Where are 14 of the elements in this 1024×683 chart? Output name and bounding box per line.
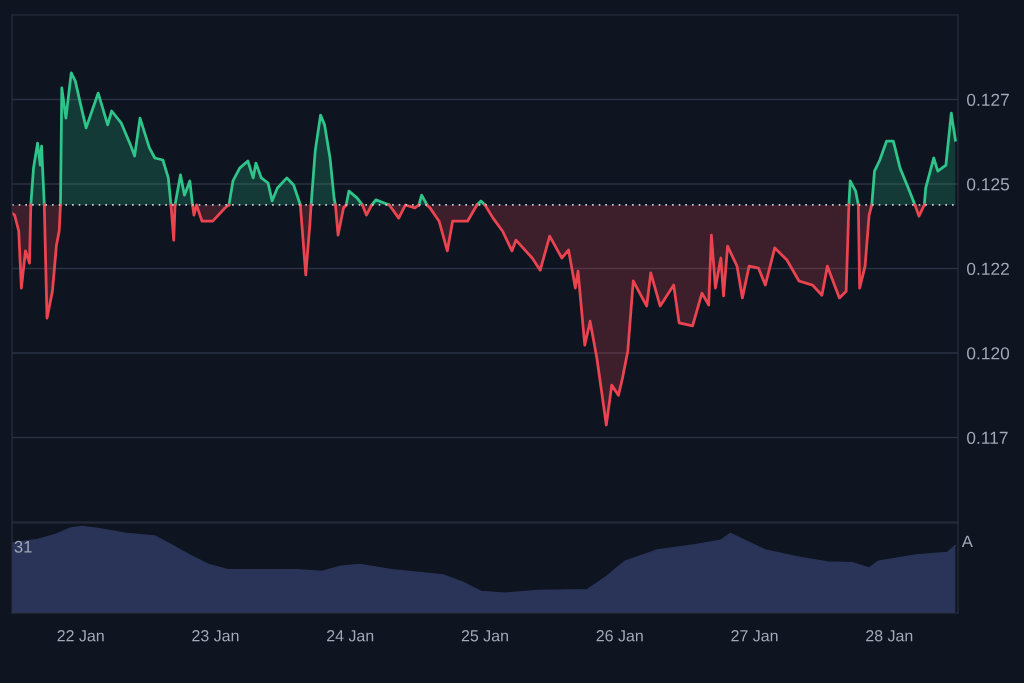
text: A [961, 535, 973, 548]
y-tick-label: 0.120 [967, 347, 1010, 360]
y-tick-label: 0.117 [967, 431, 1008, 444]
annotation: 31 [14, 540, 32, 553]
x-tick-label: 25 Jan [461, 630, 508, 642]
x-tick-label: 24 Jan [327, 630, 374, 642]
x-tick-label: 28 Jan [866, 630, 913, 642]
x-tick-label: 22 Jan [57, 630, 104, 642]
x-tick-label: 23 Jan [192, 630, 239, 642]
x-tick-label: 27 Jan [731, 630, 778, 642]
x-tick-label: 26 Jan [596, 630, 643, 642]
y-tick-label: 0.122 [967, 262, 1009, 275]
y-tick-label: 0.125 [967, 178, 1010, 191]
y-tick-label: 0.127 [967, 93, 1009, 106]
